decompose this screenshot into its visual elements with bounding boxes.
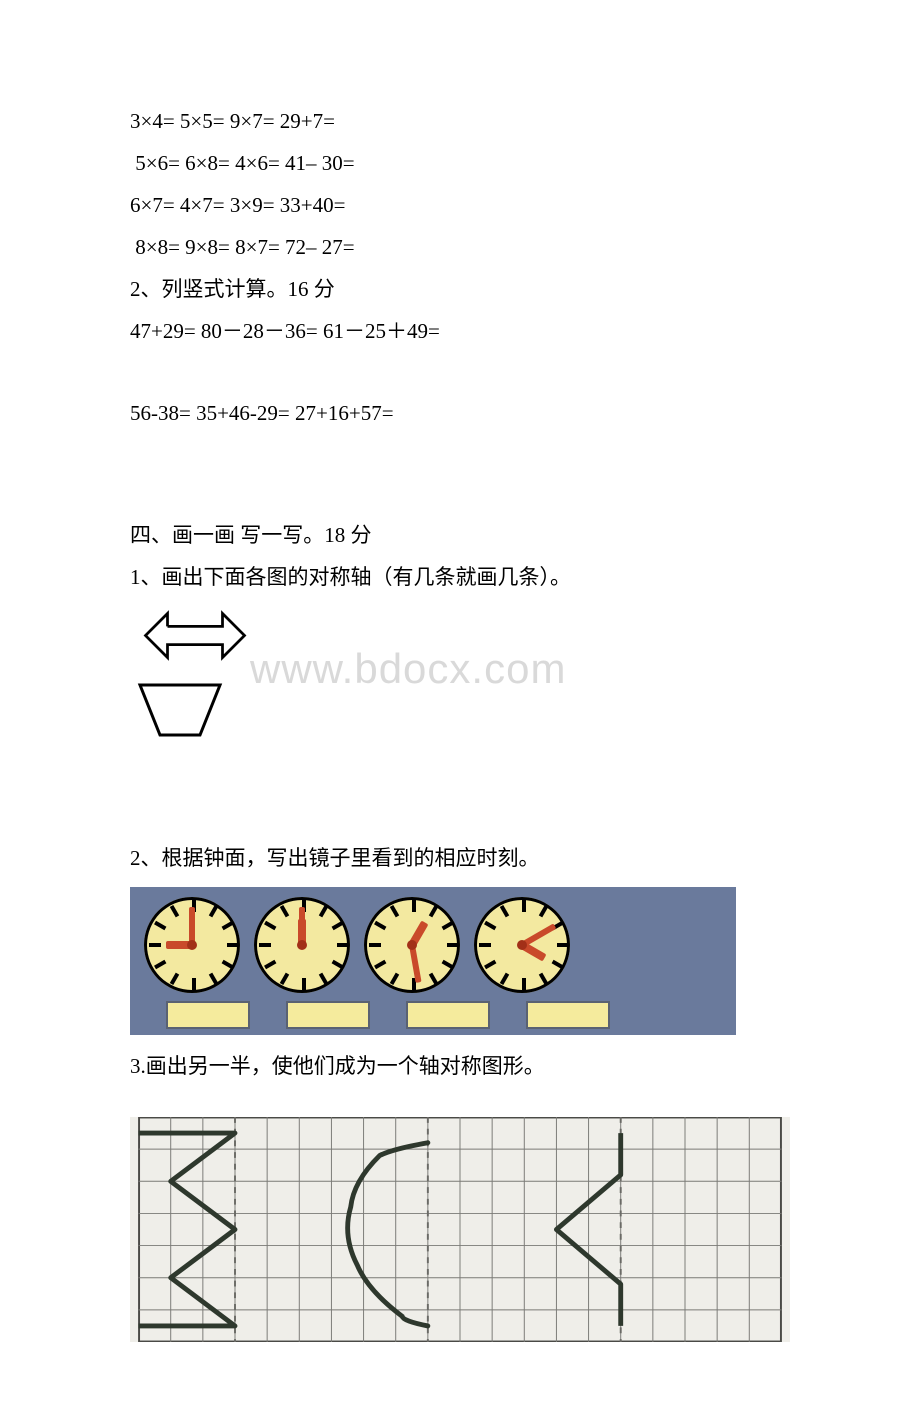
answer-box[interactable] xyxy=(526,1001,610,1029)
section4-q2: 2、根据钟面，写出镜子里看到的相应时刻。 xyxy=(130,837,790,879)
clock-face xyxy=(474,897,570,993)
math-q2: 2、列竖式计算。16 分 xyxy=(130,268,790,310)
clock-face xyxy=(144,897,240,993)
math-row-5: 47+29= 80－28－36= 61－25＋49= xyxy=(130,310,790,352)
spacer xyxy=(130,434,790,474)
trapezoid-shape xyxy=(130,677,230,743)
spacer xyxy=(130,797,790,837)
section4-q3: 3.画出另一半，使他们成为一个轴对称图形。 xyxy=(130,1045,790,1087)
grid-svg xyxy=(130,1117,790,1342)
math-row-4: 8×8= 9×8= 8×7= 72– 27= xyxy=(130,226,790,268)
answer-box[interactable] xyxy=(166,1001,250,1029)
spacer xyxy=(130,474,790,514)
answer-box[interactable] xyxy=(286,1001,370,1029)
answer-boxes-row xyxy=(138,993,728,1029)
section4-title: 四、画一画 写一写。18 分 xyxy=(130,514,790,556)
answer-box[interactable] xyxy=(406,1001,490,1029)
double-arrow-shape xyxy=(130,608,260,663)
math-row-2: 5×6= 6×8= 4×6= 41– 30= xyxy=(130,142,790,184)
math-row-6: 56-38= 35+46-29= 27+16+57= xyxy=(130,392,790,434)
clock-face xyxy=(364,897,460,993)
spacer xyxy=(130,757,790,797)
math-row-1: 3×4= 5×5= 9×7= 29+7= xyxy=(130,100,790,142)
watermark-text: www.bdocx.com xyxy=(250,627,566,711)
worksheet-page: 3×4= 5×5= 9×7= 29+7= 5×6= 6×8= 4×6= 41– … xyxy=(0,0,920,1402)
section4-q1: 1、画出下面各图的对称轴（有几条就画几条）。 xyxy=(130,556,790,598)
symmetry-grid-figure xyxy=(130,1117,790,1342)
math-row-3: 6×7= 4×7= 3×9= 33+40= xyxy=(130,184,790,226)
spacer xyxy=(130,352,790,392)
clocks-row xyxy=(138,897,728,993)
clocks-panel xyxy=(130,887,736,1035)
clock-face xyxy=(254,897,350,993)
